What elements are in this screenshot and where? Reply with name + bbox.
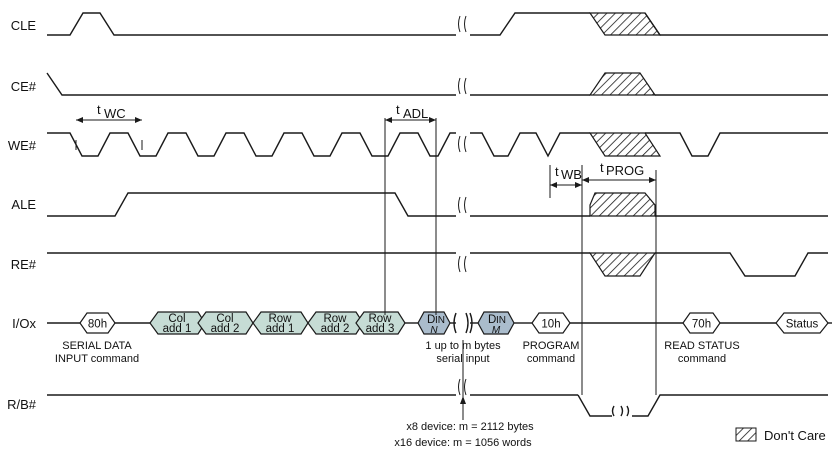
svg-text:Row: Row	[368, 313, 392, 325]
svg-text:WC: WC	[104, 106, 126, 121]
svg-text:add 1: add 1	[163, 323, 192, 335]
signal-name-re: RE#	[11, 257, 37, 272]
svg-text:Row: Row	[268, 313, 292, 325]
io-box-10h: 10h	[531, 312, 571, 334]
io-box-col-add-1: Col add 1	[149, 311, 206, 335]
annotation-program-1: PROGRAM	[523, 340, 580, 352]
signal-name-ce: CE#	[11, 79, 37, 94]
svg-text:D: D	[427, 314, 435, 326]
io-box-col-add-2: Col add 2	[197, 311, 254, 335]
svg-text:t: t	[600, 160, 604, 175]
tprog-arrow: t PROG	[582, 160, 656, 183]
io-box-row-add-3: Row add 3	[355, 311, 406, 335]
cle-waveform	[47, 12, 828, 36]
io-box-80h-label: 80h	[88, 319, 107, 331]
signal-name-io: I/Ox	[12, 316, 36, 331]
ce-waveform	[46, 72, 828, 96]
io-box-din-m: D IN M	[477, 311, 515, 336]
annotation-read-status-2: command	[678, 353, 726, 365]
svg-text:Col: Col	[168, 313, 185, 325]
io-box-status: Status	[775, 312, 829, 334]
twc-arrow: t WC	[76, 102, 142, 123]
svg-text:N: N	[430, 325, 438, 336]
svg-text:add 1: add 1	[266, 323, 295, 335]
we-waveform	[47, 132, 828, 158]
svg-text:add 3: add 3	[366, 323, 395, 335]
svg-text:t: t	[97, 102, 101, 117]
svg-text:10h: 10h	[541, 319, 560, 331]
legend: Don't Care	[735, 427, 826, 443]
annotation-serial-data-1: SERIAL DATA	[62, 340, 132, 352]
twb-arrow: t WB	[550, 164, 582, 188]
io-box-din-n: D IN N	[417, 311, 451, 336]
dont-care-swatch	[735, 427, 757, 442]
svg-text:add 2: add 2	[211, 323, 240, 335]
annotation-up-to-m-2: serial input	[436, 353, 489, 365]
ale-waveform	[47, 192, 828, 217]
annotation-x8-device: x8 device: m = 2112 bytes	[406, 421, 534, 433]
annotation-read-status-1: READ STATUS	[664, 340, 739, 352]
annotation-serial-data-2: INPUT command	[55, 353, 139, 365]
svg-text:Row: Row	[323, 313, 347, 325]
svg-text:WB: WB	[561, 167, 582, 182]
svg-text:add 2: add 2	[321, 323, 350, 335]
svg-text:70h: 70h	[692, 319, 711, 331]
signal-name-rb: R/B#	[7, 397, 37, 412]
svg-text:t: t	[555, 164, 559, 179]
io-box-row-add-1: Row add 1	[252, 311, 309, 335]
svg-text:Status: Status	[786, 319, 819, 331]
tadl-arrow: t ADL	[385, 102, 436, 123]
io-box-80h: 80h	[79, 312, 116, 334]
svg-text:D: D	[488, 314, 496, 326]
legend-dont-care-label: Don't Care	[764, 428, 826, 443]
io-box-70h: 70h	[682, 312, 721, 334]
svg-text:Col: Col	[216, 313, 233, 325]
m-pointer-arrow	[460, 396, 466, 404]
re-waveform	[47, 252, 828, 277]
svg-text:M: M	[492, 325, 501, 336]
svg-text:t: t	[396, 102, 400, 117]
timing-guides	[384, 118, 657, 420]
break-marks	[458, 15, 467, 396]
signal-name-ale: ALE	[11, 197, 36, 212]
annotation-x16-device: x16 device: m = 1056 words	[394, 437, 532, 449]
rb-waveform	[47, 394, 828, 417]
svg-text:IN: IN	[496, 315, 506, 326]
annotation-up-to-m-1: 1 up to m bytes	[425, 340, 501, 352]
svg-text:IN: IN	[435, 315, 445, 326]
io-box-row-add-2: Row add 2	[307, 311, 364, 335]
svg-text:PROG: PROG	[606, 163, 644, 178]
signal-name-cle: CLE	[11, 18, 37, 33]
svg-text:ADL: ADL	[403, 106, 428, 121]
annotation-program-2: command	[527, 353, 575, 365]
signal-name-we: WE#	[8, 138, 37, 153]
